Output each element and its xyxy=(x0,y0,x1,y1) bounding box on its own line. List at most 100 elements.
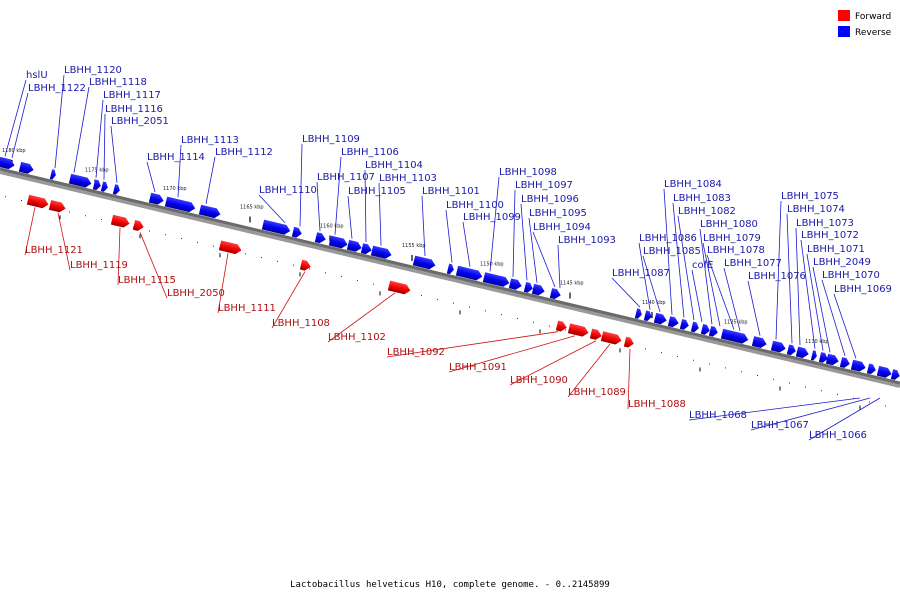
gene-shape xyxy=(291,226,302,238)
reverse-gene-label: hslU xyxy=(26,70,48,81)
leader-line xyxy=(299,143,303,227)
gene-shape xyxy=(667,316,679,328)
tick-label: 1170 kbp xyxy=(163,186,187,192)
minor-tick xyxy=(725,367,726,369)
gene-shape xyxy=(700,324,710,335)
reverse-gene-label: LBHH_1107 xyxy=(317,172,375,183)
forward-gene-label: LBHH_1091 xyxy=(449,362,507,373)
reverse-gene-label: LBHH_1100 xyxy=(446,200,504,211)
minor-tick xyxy=(533,321,534,323)
minor-tick xyxy=(181,238,182,240)
reverse-gene-arrow xyxy=(818,352,828,363)
reverse-gene-label: LBHH_1099 xyxy=(463,212,521,223)
reverse-gene-arrow xyxy=(346,239,362,252)
minor-tick xyxy=(469,306,470,308)
gene-shape xyxy=(482,272,510,287)
gene-shape xyxy=(634,308,642,319)
gene-shape xyxy=(49,169,56,180)
reverse-gene-arrow xyxy=(412,255,436,270)
minor-tick xyxy=(645,348,646,350)
minor-tick xyxy=(421,295,422,297)
reverse-gene-arrow xyxy=(508,278,522,290)
gene-shape xyxy=(523,281,533,293)
leader-line xyxy=(4,79,27,157)
gene-shape xyxy=(360,243,372,255)
gene-shape xyxy=(0,156,15,170)
reverse-gene-label: LBHH_1112 xyxy=(215,147,273,158)
minor-tick xyxy=(565,329,566,331)
reverse-gene-arrow xyxy=(100,181,108,192)
minor-tick xyxy=(21,199,22,201)
leader-line xyxy=(688,397,861,421)
reverse-gene-arrow xyxy=(92,179,101,191)
leader-line xyxy=(177,144,182,198)
reverse-gene-label: LBHH_1122 xyxy=(28,83,86,94)
gene-shape xyxy=(299,259,311,271)
reverse-gene-label: LBHH_1110 xyxy=(259,185,317,196)
leader-line xyxy=(139,232,168,299)
leader-line xyxy=(95,99,104,178)
forward-gene-arrow xyxy=(26,194,49,209)
leader-line xyxy=(691,269,703,322)
forward-gene-arrow xyxy=(218,240,242,255)
gene-shape xyxy=(198,204,221,219)
tick-label: 1165 kbp xyxy=(240,204,264,210)
minor-tick xyxy=(789,382,790,384)
reverse-gene-label: LBHH_1120 xyxy=(64,65,122,76)
reverse-gene-arrow xyxy=(18,161,34,174)
leader-line xyxy=(462,221,471,267)
leader-line xyxy=(347,195,353,239)
backbone-shadow xyxy=(0,170,900,388)
reverse-gene-label: LBHH_1070 xyxy=(822,270,880,281)
minor-tick xyxy=(885,405,886,407)
leader-line xyxy=(833,293,857,359)
reverse-gene-arrow xyxy=(198,204,221,219)
leader-line xyxy=(334,156,342,235)
gene-shape xyxy=(446,263,454,275)
gene-shape xyxy=(387,280,411,295)
leader-line xyxy=(24,207,36,256)
gene-shape xyxy=(508,278,522,290)
leader-line xyxy=(808,397,881,441)
reverse-gene-arrow xyxy=(876,365,892,378)
reverse-gene-label: LBHH_1069 xyxy=(834,284,892,295)
gene-shape xyxy=(589,328,602,340)
leader-line xyxy=(54,74,65,169)
minor-tick xyxy=(853,397,854,399)
tick-label: 1160 kbp xyxy=(320,223,344,229)
minor-tick xyxy=(341,276,342,278)
forward-gene-label: LBHH_1108 xyxy=(272,318,330,329)
leader-line xyxy=(73,86,90,173)
minor-tick xyxy=(453,302,454,304)
reverse-gene-label: LBHH_1114 xyxy=(147,152,205,163)
forward-gene-label: LBHH_1092 xyxy=(387,347,445,358)
reverse-gene-label: LBHH_1085 xyxy=(643,246,701,257)
leader-line xyxy=(747,280,761,336)
minor-tick xyxy=(869,401,870,403)
gene-shape xyxy=(567,323,589,337)
leader-line xyxy=(786,213,793,344)
gene-shape xyxy=(110,214,130,228)
reverse-gene-label: LBHH_1084 xyxy=(664,179,722,190)
leader-line xyxy=(327,292,396,343)
leader-line xyxy=(386,331,559,358)
leader-line xyxy=(520,203,528,281)
leader-line xyxy=(806,253,824,351)
leader-line xyxy=(750,397,871,431)
minor-tick xyxy=(325,272,326,274)
leader-line xyxy=(512,189,516,277)
reverse-gene-label: LBHH_1077 xyxy=(724,258,782,269)
reverse-gene-arrow xyxy=(653,312,667,325)
reverse-gene-arrow xyxy=(850,359,866,372)
reverse-gene-label: LBHH_1078 xyxy=(707,245,765,256)
gene-shape xyxy=(26,194,49,209)
forward-gene-arrow xyxy=(589,328,602,340)
reverse-gene-label: LBHH_1103 xyxy=(379,173,437,184)
forward-gene-label: LBHH_1090 xyxy=(510,375,568,386)
gene-shape xyxy=(600,331,622,345)
gene-shape xyxy=(643,310,652,322)
reverse-gene-arrow xyxy=(866,363,876,375)
reverse-gene-label: LBHH_1105 xyxy=(348,186,406,197)
backbone-line xyxy=(0,167,900,385)
